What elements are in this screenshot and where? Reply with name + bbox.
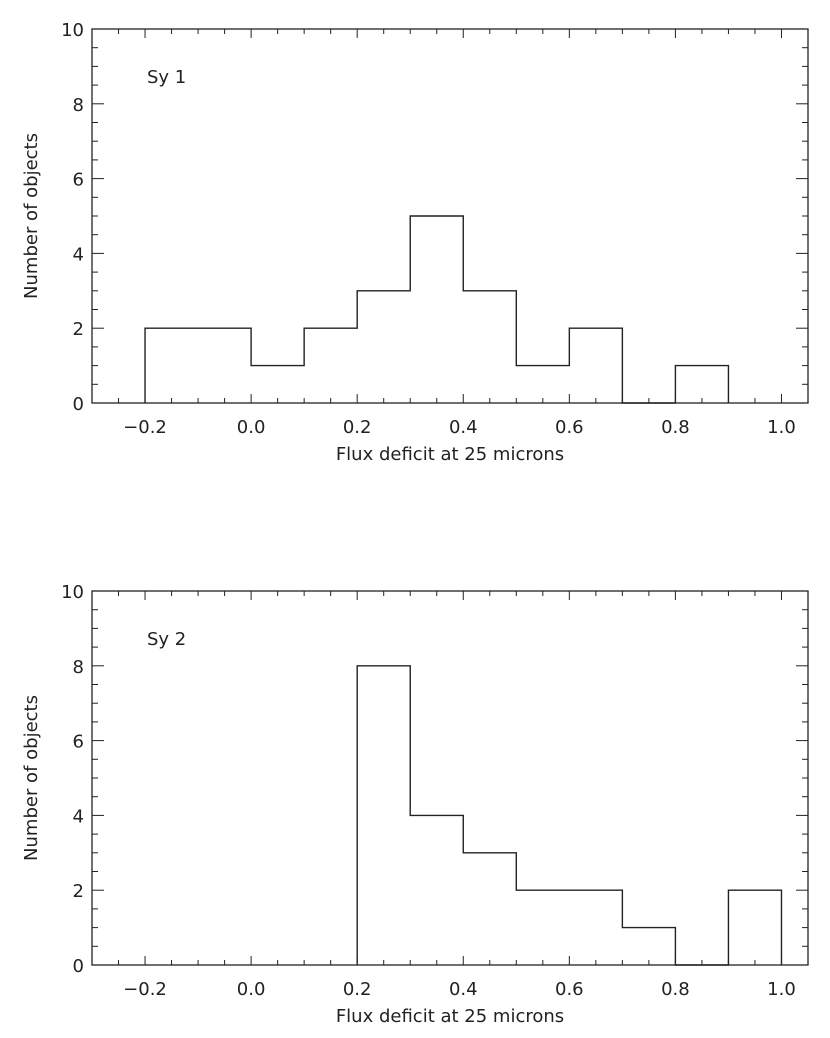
histogram-bin bbox=[410, 815, 463, 965]
x-tick-label: −0.2 bbox=[123, 417, 167, 438]
histogram-bin bbox=[463, 853, 516, 965]
histogram-bin bbox=[675, 366, 728, 403]
y-tick-label: 6 bbox=[73, 170, 84, 191]
histogram-bin bbox=[516, 890, 569, 965]
x-tick-label: 1.0 bbox=[767, 979, 796, 1000]
histogram-panel-2: −0.2 0.0 0.2 0.4 0.6 0.8 1.0 0 2 4 6 8 10 Flux defici… bbox=[21, 582, 809, 1027]
y-tick-label: 8 bbox=[73, 95, 84, 116]
histogram-bin bbox=[569, 890, 622, 965]
x-axis-title: Flux deficit at 25 microns bbox=[336, 444, 564, 465]
histogram-bin bbox=[622, 928, 675, 965]
histogram-outline bbox=[144, 215, 730, 404]
histogram-bin bbox=[251, 366, 304, 403]
histogram-bin bbox=[357, 666, 410, 965]
y-tick-label: 8 bbox=[73, 657, 84, 678]
histogram-bin bbox=[304, 328, 357, 403]
histogram-panel-1: −0.2 0.0 0.2 0.4 0.6 0.8 1.0 0 2 4 6 8 10 Flux defici… bbox=[21, 20, 809, 465]
histogram-bin bbox=[569, 328, 622, 403]
histogram-bin bbox=[516, 366, 569, 403]
x-tick-label: 0.6 bbox=[555, 979, 584, 1000]
panel-label: Sy 1 bbox=[147, 67, 186, 88]
x-tick-label: 0.2 bbox=[343, 417, 372, 438]
y-axis-title: Number of objects bbox=[21, 133, 42, 299]
histogram-bin bbox=[463, 291, 516, 403]
histogram-bin bbox=[410, 216, 463, 403]
histogram-outline bbox=[356, 665, 783, 966]
x-tick-label: −0.2 bbox=[123, 979, 167, 1000]
y-tick-label: 0 bbox=[73, 394, 84, 415]
y-tick-label: 0 bbox=[73, 956, 84, 977]
y-tick-label: 10 bbox=[61, 20, 84, 41]
x-tick-label: 0.0 bbox=[237, 417, 266, 438]
y-tick-label: 10 bbox=[61, 582, 84, 603]
y-tick-label: 2 bbox=[73, 319, 84, 340]
y-tick-label: 4 bbox=[73, 806, 84, 827]
x-tick-label: 0.8 bbox=[661, 979, 690, 1000]
x-tick-label: 0.6 bbox=[555, 417, 584, 438]
x-tick-label: 0.4 bbox=[449, 979, 478, 1000]
x-axis-title: Flux deficit at 25 microns bbox=[336, 1006, 564, 1027]
x-tick-label: 0.2 bbox=[343, 979, 372, 1000]
panel-label: Sy 2 bbox=[147, 629, 186, 650]
x-tick-label: 0.8 bbox=[661, 417, 690, 438]
histogram-bin bbox=[728, 890, 781, 965]
histogram-bin bbox=[198, 328, 251, 403]
y-axis-title: Number of objects bbox=[21, 695, 42, 861]
x-tick-label: 1.0 bbox=[767, 417, 796, 438]
y-tick-label: 4 bbox=[73, 244, 84, 265]
y-tick-label: 2 bbox=[73, 881, 84, 902]
x-tick-label: 0.0 bbox=[237, 979, 266, 1000]
histogram-bin bbox=[145, 328, 198, 403]
y-tick-label: 6 bbox=[73, 732, 84, 753]
histogram-bin bbox=[357, 291, 410, 403]
x-tick-label: 0.4 bbox=[449, 417, 478, 438]
